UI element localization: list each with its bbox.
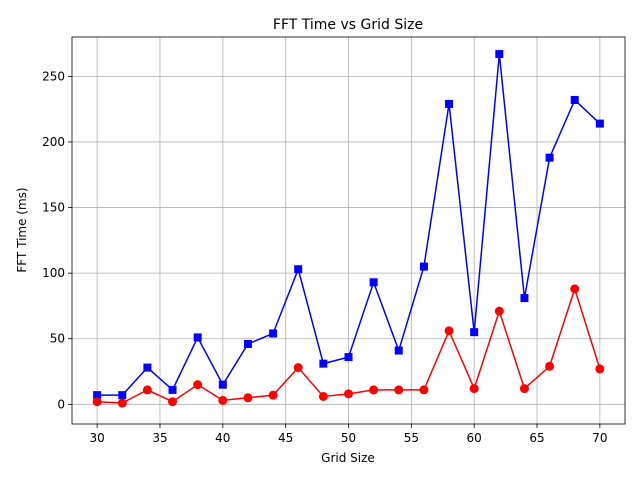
data-point — [243, 339, 252, 348]
chart-title: FFT Time vs Grid Size — [273, 17, 423, 33]
y-tick-label: 50 — [50, 332, 65, 346]
data-point — [117, 398, 127, 408]
data-point — [595, 119, 604, 128]
data-point — [444, 326, 454, 336]
grid-lines — [72, 37, 625, 424]
data-point — [470, 328, 479, 337]
data-point — [118, 391, 127, 400]
data-point — [269, 329, 278, 338]
x-tick-label: 70 — [592, 431, 607, 445]
x-tick-label: 60 — [467, 431, 482, 445]
data-point — [193, 333, 202, 342]
data-point — [92, 397, 102, 407]
data-point — [344, 389, 353, 399]
x-axis-label: Grid Size — [321, 451, 375, 465]
data-point — [243, 393, 253, 403]
series-2 — [92, 284, 605, 408]
axis-ticks: 30 35 40 45 50 55 60 65 70 0 50 100 150 200 250 — [42, 69, 607, 445]
data-point — [319, 359, 328, 368]
data-point — [469, 384, 479, 394]
data-point — [318, 391, 328, 401]
x-tick-label: 45 — [278, 431, 293, 445]
x-tick-label: 40 — [215, 431, 230, 445]
series-layer — [92, 50, 605, 408]
y-tick-label: 100 — [42, 266, 65, 280]
data-point — [142, 385, 152, 395]
data-point — [143, 363, 152, 372]
data-point — [545, 153, 554, 162]
data-point — [369, 385, 379, 395]
data-point — [570, 95, 579, 104]
series-1 — [93, 50, 604, 400]
x-tick-label: 50 — [341, 431, 356, 445]
y-tick-label: 200 — [42, 135, 65, 149]
y-tick-label: 0 — [57, 397, 65, 411]
data-point — [445, 99, 454, 108]
data-point — [394, 346, 403, 355]
y-tick-label: 250 — [42, 69, 65, 83]
data-point — [419, 262, 428, 271]
data-point — [218, 380, 227, 389]
data-point — [268, 390, 278, 400]
x-tick-label: 65 — [529, 431, 544, 445]
x-tick-label: 35 — [152, 431, 167, 445]
data-point — [193, 380, 203, 390]
data-point — [218, 395, 228, 405]
data-point — [293, 363, 303, 373]
data-point — [545, 361, 555, 371]
data-point — [168, 397, 178, 407]
data-point — [519, 384, 529, 394]
data-point — [344, 353, 353, 362]
data-point — [394, 385, 404, 395]
data-point — [595, 364, 605, 374]
data-point — [520, 294, 529, 303]
data-point — [494, 306, 504, 316]
data-point — [294, 265, 303, 274]
x-tick-label: 55 — [404, 431, 419, 445]
y-axis-label: FFT Time (ms) — [15, 187, 29, 272]
data-point — [495, 50, 504, 59]
data-point — [93, 391, 102, 400]
data-point — [168, 385, 177, 394]
data-point — [570, 284, 580, 294]
data-point — [419, 385, 429, 395]
x-tick-label: 30 — [89, 431, 104, 445]
y-tick-label: 150 — [42, 201, 65, 215]
data-point — [369, 278, 378, 287]
